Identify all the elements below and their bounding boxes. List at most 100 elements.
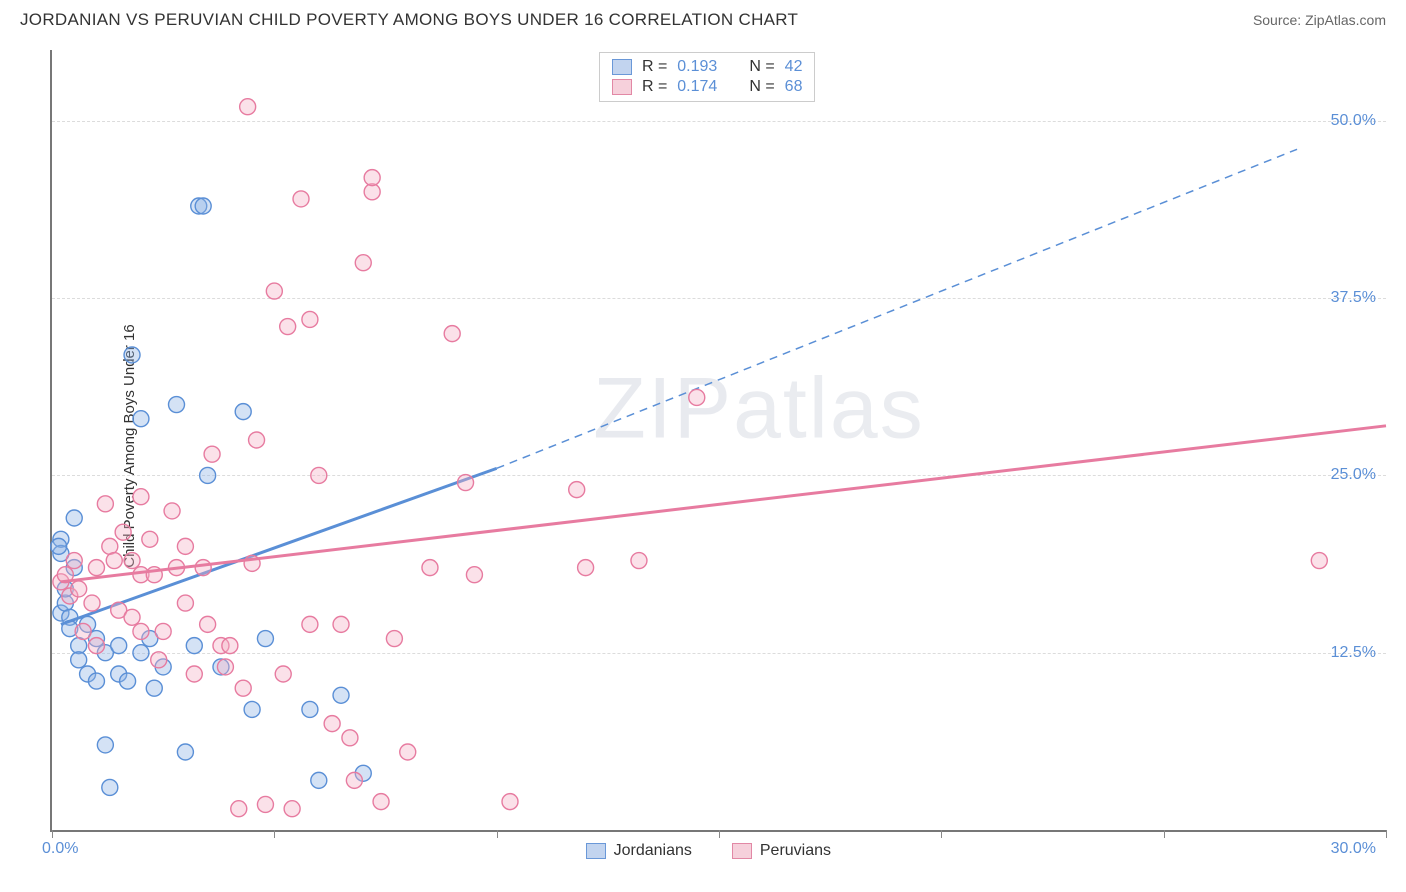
data-point: [302, 311, 318, 327]
data-point: [133, 623, 149, 639]
data-point: [458, 475, 474, 491]
data-point: [66, 510, 82, 526]
data-point: [84, 595, 100, 611]
data-point: [333, 616, 349, 632]
data-point: [133, 489, 149, 505]
trend-line-dashed: [497, 149, 1297, 468]
data-point: [102, 779, 118, 795]
data-point: [88, 560, 104, 576]
data-point: [97, 737, 113, 753]
data-point: [124, 347, 140, 363]
data-point: [235, 404, 251, 420]
swatch-blue-icon: [586, 843, 606, 859]
data-point: [124, 553, 140, 569]
x-tick: [274, 830, 275, 838]
data-point: [204, 446, 220, 462]
data-point: [120, 673, 136, 689]
data-point: [169, 397, 185, 413]
x-tick: [497, 830, 498, 838]
data-point: [578, 560, 594, 576]
trend-line: [61, 468, 497, 624]
scatter-svg: [52, 50, 1386, 830]
data-point: [142, 531, 158, 547]
data-point: [186, 638, 202, 654]
data-point: [195, 560, 211, 576]
chart-plot-area: ZIPatlas 12.5%25.0%37.5%50.0% R = 0.193 …: [50, 50, 1386, 832]
x-axis-min-label: 0.0%: [42, 840, 78, 858]
x-tick: [52, 830, 53, 838]
source-attribution: Source: ZipAtlas.com: [1253, 12, 1386, 28]
data-point: [71, 581, 87, 597]
data-point: [240, 99, 256, 115]
data-point: [342, 730, 358, 746]
data-point: [311, 467, 327, 483]
x-tick: [1164, 830, 1165, 838]
data-point: [284, 801, 300, 817]
series-legend: Jordanians Peruvians: [586, 842, 831, 860]
data-point: [66, 553, 82, 569]
data-point: [235, 680, 251, 696]
data-point: [346, 772, 362, 788]
data-point: [177, 538, 193, 554]
data-point: [164, 503, 180, 519]
data-point: [311, 772, 327, 788]
swatch-pink-icon: [732, 843, 752, 859]
legend-label: Peruvians: [760, 842, 831, 860]
chart-title: JORDANIAN VS PERUVIAN CHILD POVERTY AMON…: [20, 10, 798, 30]
legend-item-peruvians: Peruvians: [732, 842, 831, 860]
data-point: [502, 794, 518, 810]
data-point: [293, 191, 309, 207]
data-point: [88, 673, 104, 689]
legend-item-jordanians: Jordanians: [586, 842, 692, 860]
data-point: [115, 524, 131, 540]
data-point: [302, 616, 318, 632]
data-point: [1311, 553, 1327, 569]
data-point: [333, 687, 349, 703]
x-axis-max-label: 30.0%: [1331, 840, 1376, 858]
data-point: [275, 666, 291, 682]
data-point: [373, 794, 389, 810]
data-point: [302, 701, 318, 717]
data-point: [324, 716, 340, 732]
data-point: [124, 609, 140, 625]
data-point: [151, 652, 167, 668]
x-tick: [1386, 830, 1387, 838]
data-point: [400, 744, 416, 760]
data-point: [133, 645, 149, 661]
x-tick: [941, 830, 942, 838]
data-point: [249, 432, 265, 448]
data-point: [689, 389, 705, 405]
data-point: [631, 553, 647, 569]
data-point: [222, 638, 238, 654]
x-tick: [719, 830, 720, 838]
data-point: [177, 744, 193, 760]
data-point: [177, 595, 193, 611]
data-point: [155, 623, 171, 639]
data-point: [466, 567, 482, 583]
data-point: [51, 538, 67, 554]
data-point: [186, 666, 202, 682]
data-point: [257, 796, 273, 812]
data-point: [200, 616, 216, 632]
data-point: [244, 701, 260, 717]
data-point: [280, 319, 296, 335]
data-point: [200, 467, 216, 483]
data-point: [97, 496, 113, 512]
data-point: [257, 631, 273, 647]
data-point: [355, 255, 371, 271]
trend-line: [61, 426, 1386, 582]
data-point: [364, 170, 380, 186]
data-point: [71, 652, 87, 668]
data-point: [231, 801, 247, 817]
data-point: [217, 659, 233, 675]
data-point: [133, 411, 149, 427]
data-point: [106, 553, 122, 569]
data-point: [75, 623, 91, 639]
data-point: [386, 631, 402, 647]
data-point: [422, 560, 438, 576]
data-point: [146, 680, 162, 696]
legend-label: Jordanians: [614, 842, 692, 860]
header: JORDANIAN VS PERUVIAN CHILD POVERTY AMON…: [0, 0, 1406, 36]
data-point: [266, 283, 282, 299]
data-point: [444, 326, 460, 342]
